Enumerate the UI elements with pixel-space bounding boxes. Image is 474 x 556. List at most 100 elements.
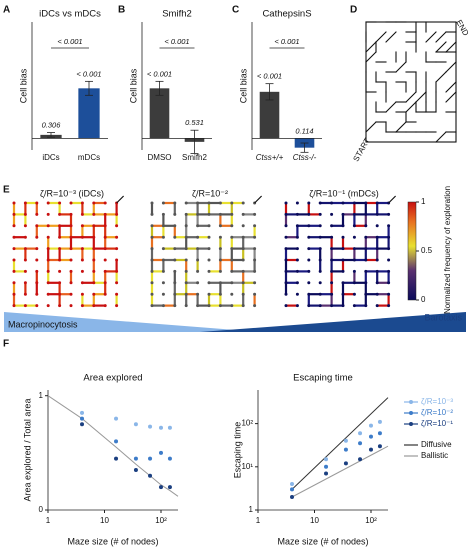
maze-node: [173, 247, 177, 251]
maze-node: [58, 292, 62, 296]
maze-node: [253, 224, 257, 228]
maze-node: [80, 258, 84, 262]
panel-label: E: [3, 185, 10, 196]
legend-label: Ballistic: [421, 451, 448, 460]
maze-node: [341, 292, 345, 296]
maze-node: [352, 201, 356, 205]
maze-node: [284, 292, 288, 296]
gradient-wedge: [4, 312, 262, 332]
maze-node: [330, 235, 334, 239]
maze-node: [35, 212, 39, 216]
maze-node: [69, 201, 73, 205]
maze-node: [92, 235, 96, 239]
data-point: [368, 423, 373, 428]
maze-node: [150, 201, 154, 205]
maze-node: [35, 224, 39, 228]
maze-node: [230, 269, 234, 273]
maze-node: [103, 212, 107, 216]
maze-start: START: [351, 136, 372, 163]
maze-node: [184, 292, 188, 296]
maze-node: [318, 281, 322, 285]
model-line: [291, 445, 389, 498]
maze-node: [12, 224, 16, 228]
data-point: [80, 422, 85, 427]
maze-node: [387, 292, 391, 296]
legend-label: Diffusive: [421, 440, 452, 449]
maze-node: [196, 258, 200, 262]
maze-node: [375, 247, 379, 251]
maze-node: [375, 292, 379, 296]
maze-node: [161, 247, 165, 251]
colorbar-tick-label: 0: [421, 295, 426, 304]
maze-node: [80, 247, 84, 251]
wedge-label: Macropinocytosis: [8, 319, 78, 329]
maze-node: [307, 258, 311, 262]
maze-node: [218, 281, 222, 285]
x-tick-label: Ctss+/+: [256, 153, 284, 162]
maze-node: [207, 281, 211, 285]
maze-node: [284, 224, 288, 228]
maze-wall: [435, 41, 447, 53]
maze-exit: [116, 195, 125, 204]
maze-node: [115, 235, 119, 239]
maze-wall: [365, 41, 377, 53]
data-point: [343, 461, 348, 466]
chart-title: Area explored: [83, 373, 142, 384]
maze-node: [115, 281, 119, 285]
maze-node: [173, 281, 177, 285]
maze-node: [218, 224, 222, 228]
data-point: [358, 457, 363, 462]
y-axis-label: Cell bias: [18, 68, 28, 103]
maze-node: [80, 201, 84, 205]
axes: [47, 390, 178, 511]
maze-node: [23, 304, 27, 308]
maze-node: [253, 212, 257, 216]
x-axis-label: Maze size (# of nodes): [67, 536, 158, 546]
maze-wall: [445, 41, 457, 53]
maze-node: [241, 304, 245, 308]
data-point: [114, 456, 119, 461]
maze-node: [318, 258, 322, 262]
maze-node: [35, 304, 39, 308]
x-tick-label: 1: [256, 516, 261, 525]
comparison-p: < 0.001: [164, 37, 189, 46]
maze-node: [295, 247, 299, 251]
data-point: [167, 485, 172, 490]
maze-node: [46, 212, 50, 216]
maze-node: [330, 224, 334, 228]
maze-node: [69, 269, 73, 273]
maze-node: [173, 235, 177, 239]
maze-node: [284, 304, 288, 308]
maze-node: [218, 258, 222, 262]
gradient-wedge: [200, 312, 466, 332]
maze-node: [115, 258, 119, 262]
data-point: [114, 439, 119, 444]
maze-node: [69, 258, 73, 262]
maze-node: [375, 212, 379, 216]
maze-node: [207, 201, 211, 205]
chart-title: CathepsinS: [262, 9, 311, 20]
panel-label: D: [350, 5, 357, 16]
maze-node: [196, 304, 200, 308]
maze-node: [150, 281, 154, 285]
legend-swatch: [409, 400, 413, 404]
data-point: [133, 468, 138, 472]
maze-node: [284, 247, 288, 251]
maze-node: [92, 304, 96, 308]
data-point: [324, 471, 329, 476]
maze-wall: [435, 131, 447, 143]
y-tick-label: 10²: [241, 419, 253, 428]
maze-node: [284, 269, 288, 273]
data-point: [368, 434, 373, 439]
maze-wall: [435, 31, 447, 43]
maze-node: [241, 247, 245, 251]
maze-node: [46, 247, 50, 251]
maze-node: [364, 292, 368, 296]
maze-node: [387, 269, 391, 273]
maze-node: [23, 247, 27, 251]
maze-node: [184, 212, 188, 216]
maze-node: [318, 292, 322, 296]
maze-node: [58, 247, 62, 251]
maze-node: [69, 304, 73, 308]
